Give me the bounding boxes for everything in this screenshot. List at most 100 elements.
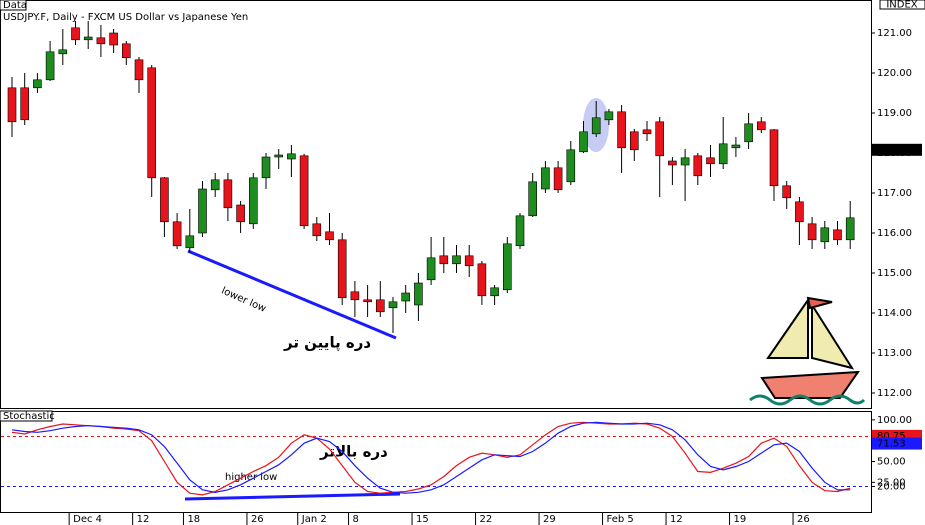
candle-body — [388, 301, 398, 309]
annotation: higher low — [225, 472, 277, 483]
candle-body — [375, 299, 385, 313]
y-tick-label: 113.00 — [877, 348, 912, 359]
candle-body — [249, 177, 258, 225]
candle-body — [528, 181, 538, 217]
candle-body — [96, 37, 106, 45]
y-tick-label: 114.00 — [877, 308, 912, 319]
boat-drawing — [749, 296, 866, 406]
candle-body — [807, 223, 817, 241]
candle-body — [541, 167, 550, 190]
candle-body — [833, 229, 842, 241]
panel-label: Data — [3, 0, 27, 11]
candle-body — [769, 129, 779, 187]
x-tick-label: 12 — [670, 514, 683, 525]
candle-body — [591, 117, 601, 135]
x-tick-label: 18 — [187, 514, 200, 525]
stochastic-panel — [0, 411, 872, 513]
y-tick-label: 116.00 — [877, 228, 912, 239]
candle-body — [795, 201, 804, 223]
candle-body — [83, 36, 93, 41]
candle-body — [680, 157, 690, 166]
chart-title: USDJPY.F, Daily - FXCM US Dollar vs Japa… — [3, 12, 248, 23]
candle-body — [223, 179, 233, 209]
candle-body — [299, 155, 309, 227]
candle-body — [718, 143, 728, 165]
candle-body — [274, 154, 284, 158]
y-tick-label: 117.00 — [877, 188, 912, 199]
candle-body — [566, 149, 576, 183]
candle-body — [477, 263, 487, 297]
value-marker-box — [872, 437, 922, 450]
candle-body — [337, 239, 347, 299]
candle-body — [820, 227, 830, 243]
candle-body — [45, 51, 55, 81]
axis-label-box — [879, 0, 925, 10]
candle-body — [33, 79, 42, 89]
candle-body — [464, 255, 474, 267]
candle-body — [604, 111, 614, 121]
annotation: دره پایین تر — [283, 334, 371, 353]
x-tick-label: 12 — [137, 514, 150, 525]
candle-body — [350, 291, 360, 301]
last-price-label: 118.08 — [877, 145, 912, 156]
candle-body — [71, 27, 80, 41]
x-tick-label: 8 — [353, 514, 359, 525]
value-marker-label: 80.75 — [877, 431, 906, 442]
candle-body — [363, 299, 372, 303]
candle-body — [515, 215, 525, 247]
panel-label-box — [0, 0, 27, 11]
candle-body — [401, 292, 411, 302]
candle-body — [325, 231, 334, 241]
x-tick-label: 26 — [251, 514, 264, 525]
stochastic-line — [11, 421, 851, 494]
candle-body — [426, 257, 436, 281]
candle-body — [20, 87, 30, 121]
candle-body — [845, 217, 855, 241]
candle-body — [198, 188, 207, 234]
y-tick-label: 119.00 — [877, 108, 912, 119]
x-tick-label: 26 — [797, 514, 810, 525]
price-panel — [0, 0, 872, 409]
candle-body — [490, 287, 499, 297]
candle-body — [439, 255, 449, 265]
candle-body — [134, 59, 144, 81]
candle-body — [312, 223, 322, 237]
candle-body — [185, 235, 195, 249]
y-tick-label: 25.00 — [877, 477, 906, 488]
candle-body — [122, 43, 131, 59]
candle-body — [782, 185, 792, 199]
candle-body — [706, 157, 715, 165]
panel-label-box — [0, 410, 53, 422]
candle-body — [414, 282, 423, 306]
candle-body — [579, 131, 588, 153]
candle-body — [7, 87, 17, 123]
x-tick-label: Jan 2 — [301, 514, 327, 525]
value-marker-label: 71.53 — [877, 439, 906, 450]
candle-body — [261, 156, 271, 179]
candle-body — [210, 179, 220, 191]
panel-label: Stochastic — [3, 411, 55, 422]
candle-body — [452, 255, 461, 265]
x-tick-label: 15 — [416, 514, 429, 525]
candle-body — [502, 243, 512, 291]
candle-body — [58, 49, 68, 55]
candle-body — [617, 111, 626, 149]
candle-body — [147, 67, 156, 179]
candle-body — [655, 121, 665, 157]
x-tick-label: 22 — [480, 514, 493, 525]
candle-body — [109, 32, 118, 46]
candle-body — [668, 160, 677, 166]
x-tick-label: 29 — [543, 514, 556, 525]
candle-body — [693, 155, 703, 177]
y-tick-label: 115.00 — [877, 268, 912, 279]
x-tick-label: Dec 4 — [73, 514, 102, 525]
y-tick-label: 50.00 — [877, 457, 906, 468]
candle-body — [236, 204, 245, 223]
trend-line — [184, 492, 401, 501]
axis-label: INDEX — [886, 0, 917, 11]
y-tick-label: 121.00 — [877, 28, 912, 39]
candle-body — [642, 129, 652, 135]
y-tick-label: 100.00 — [877, 415, 912, 426]
x-tick-label: 19 — [734, 514, 747, 525]
